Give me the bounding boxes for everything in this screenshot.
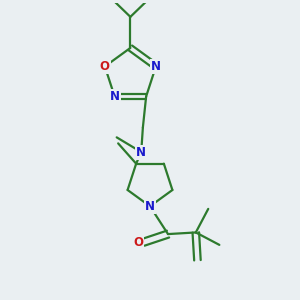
Text: O: O xyxy=(134,236,143,249)
Text: N: N xyxy=(151,60,161,73)
Text: O: O xyxy=(100,60,110,73)
Text: N: N xyxy=(110,90,120,103)
Text: N: N xyxy=(136,146,146,159)
Text: N: N xyxy=(145,200,155,213)
